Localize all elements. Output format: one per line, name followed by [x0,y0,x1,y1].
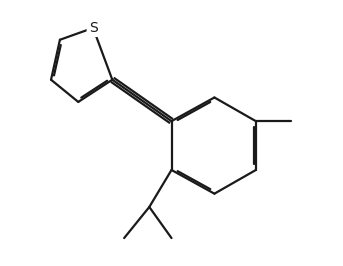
Text: S: S [89,21,97,35]
